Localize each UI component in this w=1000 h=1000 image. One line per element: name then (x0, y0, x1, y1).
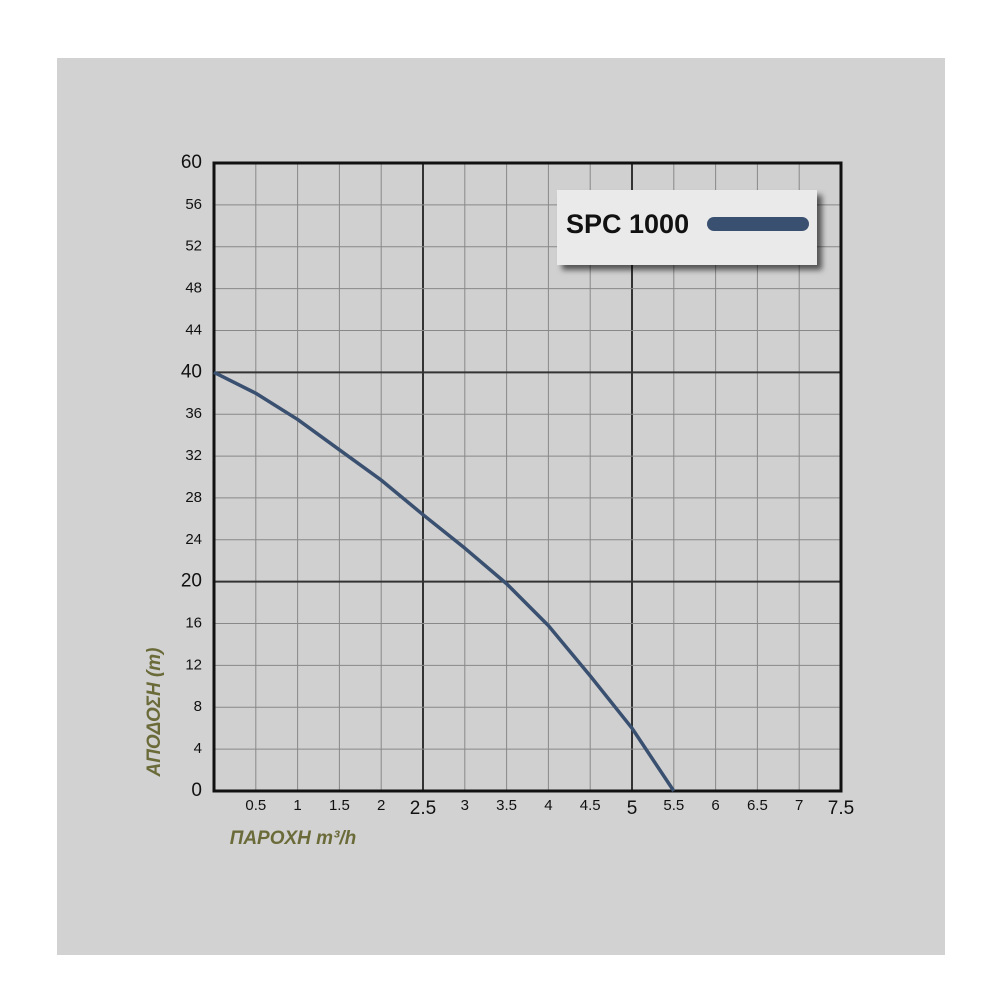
x-tick-label: 2.5 (410, 798, 436, 819)
x-tick-label: 3.5 (496, 797, 517, 814)
x-tick-label: 5.5 (663, 797, 684, 814)
x-tick-label: 7 (795, 797, 803, 814)
y-axis-title: ΑΠΟΔΟΣΗ (m) (144, 647, 165, 777)
y-tick-label: 36 (185, 405, 202, 422)
x-tick-label: 7.5 (828, 798, 854, 819)
y-tick-label: 8 (194, 698, 202, 715)
x-tick-label: 4.5 (580, 797, 601, 814)
y-tick-label: 56 (185, 196, 202, 213)
y-tick-label: 60 (181, 152, 202, 173)
plot-area (214, 163, 841, 791)
x-tick-label: 1 (293, 797, 301, 814)
x-tick-label: 0.5 (245, 797, 266, 814)
y-tick-label: 40 (181, 361, 202, 382)
y-tick-label: 20 (181, 571, 202, 592)
y-tick-label: 16 (185, 615, 202, 632)
y-tick-label: 48 (185, 280, 202, 297)
y-tick-label: 52 (185, 238, 202, 255)
x-tick-label: 1.5 (329, 797, 350, 814)
y-tick-label: 0 (191, 780, 202, 801)
x-tick-label: 6 (711, 797, 719, 814)
y-tick-label: 28 (185, 489, 202, 506)
x-tick-label: 6.5 (747, 797, 768, 814)
legend: SPC 1000 (557, 190, 817, 265)
y-tick-label: 4 (194, 740, 202, 757)
data-line (213, 370, 676, 792)
plot-frame (212, 161, 843, 793)
y-tick-label: 32 (185, 447, 202, 464)
y-tick-label: 24 (185, 531, 202, 548)
y-tick-label: 44 (185, 321, 202, 338)
x-tick-label: 2 (377, 797, 385, 814)
x-tick-label: 4 (544, 797, 552, 814)
x-tick-label: 3 (461, 797, 469, 814)
x-axis-title: ΠΑΡΟΧΗ m³/h (230, 828, 357, 849)
x-tick-label: 5 (627, 798, 638, 819)
y-tick-label: 12 (185, 656, 202, 673)
legend-label: SPC 1000 (566, 209, 689, 239)
